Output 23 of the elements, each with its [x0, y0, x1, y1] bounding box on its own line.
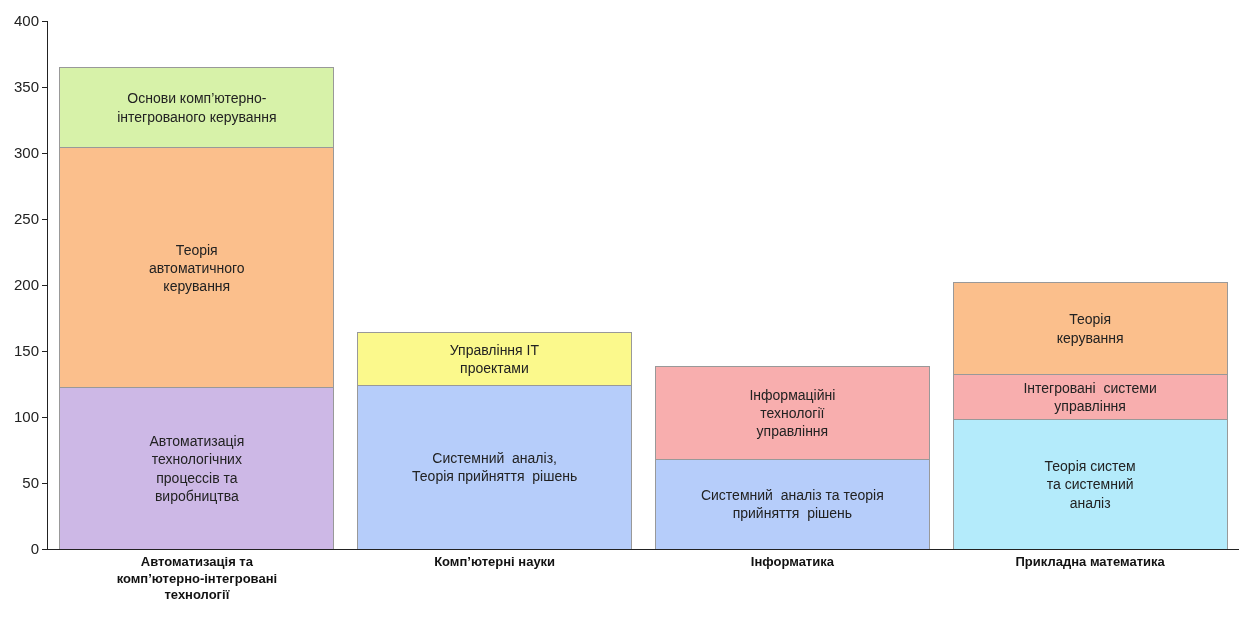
y-tick-label: 100: [13, 408, 39, 426]
y-tick-label: 0: [30, 540, 39, 558]
y-tick-label: 250: [13, 210, 39, 228]
data-label: Автоматизація технологічних процессів та виробництва: [149, 433, 245, 504]
y-tick-label: 400: [13, 12, 39, 30]
data-label: Інтегровані системи управління: [1023, 380, 1157, 415]
data-label: Системний аналіз, Теорія прийняття рішень: [412, 450, 578, 485]
data-label: Теорія керування: [1056, 311, 1124, 346]
y-tick-label: 350: [13, 78, 39, 96]
data-label: Інформаційні технології управління: [749, 386, 836, 440]
y-tick-label: 150: [13, 342, 39, 360]
y-tick-label: 200: [13, 276, 39, 294]
y-tick-label: 50: [22, 474, 39, 492]
data-label: Теорія систем та системний аналіз: [1044, 458, 1136, 511]
y-tick-label: 300: [13, 144, 39, 162]
data-label: Системний аналіз та теорія прийняття рішень: [700, 487, 884, 522]
x-tick-label: Прикладна математика: [1015, 553, 1166, 569]
x-tick-label: Інформатика: [750, 553, 835, 569]
x-tick-label: Комп’ютерні науки: [434, 553, 556, 569]
data-label: Теорія автоматичного керування: [148, 241, 245, 295]
data-label: Управління IT проектами: [449, 341, 540, 377]
data-label: Основи комп’ютерно- інтегрованого керування: [117, 90, 277, 125]
x-tick-label: Автоматизація та комп’ютерно-інтегровані технології: [116, 553, 278, 603]
